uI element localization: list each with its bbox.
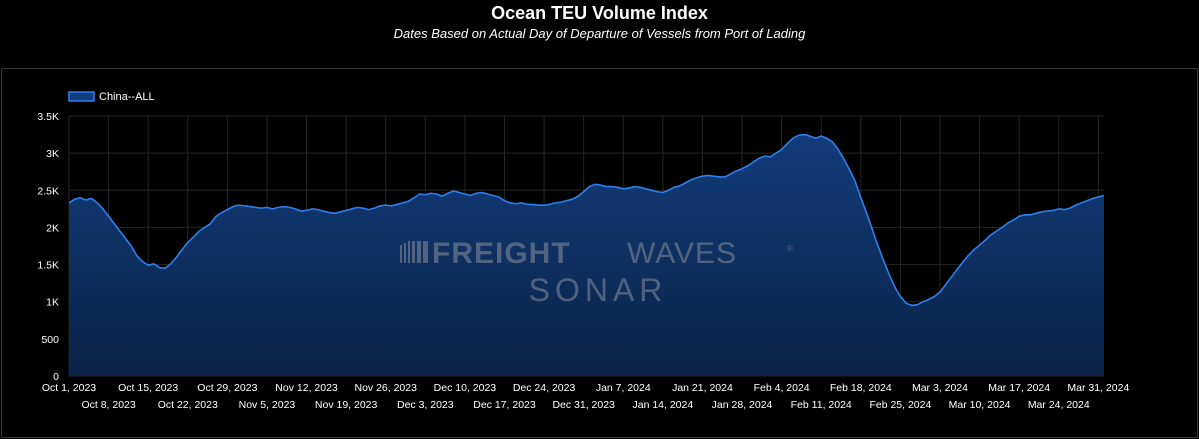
y-tick-label: 2.5K [37,185,59,197]
x-tick-label: Jan 28, 2024 [712,399,773,411]
watermark: FREIGHT WAVES ® SONAR [400,237,793,308]
watermark-freight: FREIGHT [432,237,571,270]
x-tick-label: Feb 18, 2024 [830,382,892,394]
x-tick-label: Mar 24, 2024 [1028,399,1090,411]
x-tick-label: Mar 31, 2024 [1067,382,1129,394]
x-tick-label: Jan 14, 2024 [632,399,693,411]
x-tick-label: Nov 19, 2023 [315,399,378,411]
series-area [69,134,1104,376]
y-tick-label: 500 [41,334,59,346]
x-tick-label: Dec 3, 2023 [397,399,454,411]
x-tick-label: Nov 12, 2023 [275,382,338,394]
legend-swatch [68,91,95,102]
x-tick-label: Feb 25, 2024 [869,399,931,411]
x-tick-label: Nov 5, 2023 [239,399,296,411]
x-tick-label: Dec 17, 2023 [473,399,536,411]
x-tick-label: Jan 21, 2024 [672,382,733,394]
series-line [68,133,1105,307]
legend-label: China--ALL [99,91,155,103]
chart-panel: FREIGHT WAVES ® SONAR 0 500 1K 1.5K 2K 2.5K 3K… [1,68,1198,438]
watermark-logo-icon [400,241,428,263]
y-tick-label: 1.5K [37,260,59,272]
y-tick-label: 1K [46,297,59,309]
x-tick-label: Mar 10, 2024 [949,399,1011,411]
y-tick-label: 0 [53,371,59,383]
x-tick-label: Mar 17, 2024 [988,382,1050,394]
x-tick-label: Oct 1, 2023 [42,382,96,394]
y-tick-label: 2K [46,222,59,234]
x-tick-label: Feb 11, 2024 [791,399,852,411]
x-tick-label: Feb 4, 2024 [754,382,810,394]
x-tick-label: Oct 15, 2023 [118,382,178,394]
watermark-trademark: ® [787,244,793,253]
chart-svg: FREIGHT WAVES ® SONAR 0 500 1K 1.5K 2K 2.5K 3K… [37,91,1129,411]
x-tick-label: Dec 31, 2023 [552,399,615,411]
x-tick-label: Jan 7, 2024 [596,382,651,394]
legend[interactable]: China--ALL [68,91,155,103]
watermark-sonar: SONAR [529,272,668,308]
x-tick-label: Dec 24, 2023 [513,382,576,394]
x-tick-label: Oct 8, 2023 [81,399,135,411]
chart-subtitle: Dates Based on Actual Day of Departure o… [393,26,806,41]
x-tick-label: Oct 29, 2023 [197,382,257,394]
x-tick-label: Nov 26, 2023 [354,382,417,394]
chart-title: Ocean TEU Volume Index [491,3,708,23]
x-tick-label: Oct 22, 2023 [158,399,218,411]
axis-layer: 0 500 1K 1.5K 2K 2.5K 3K 3.5K Oct 1, 2023 Oct 8, … [37,111,1129,411]
y-tick-label: 3K [46,148,59,160]
x-tick-label: Dec 10, 2023 [434,382,497,394]
watermark-waves: WAVES [627,237,737,270]
y-tick-label: 3.5K [37,111,59,123]
x-tick-label: Mar 3, 2024 [912,382,968,394]
area-layer [68,133,1105,376]
